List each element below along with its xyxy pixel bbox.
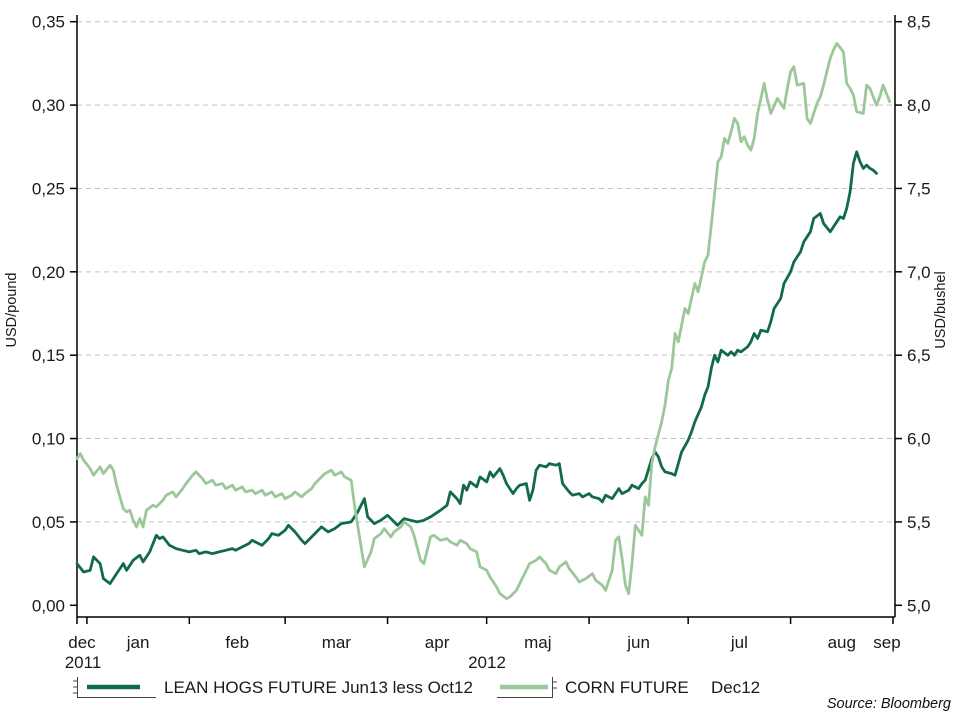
source-attribution: Source: Bloomberg	[827, 696, 951, 712]
axes-layer	[70, 15, 902, 624]
y-left-tick-label: 0,30	[32, 96, 65, 115]
y-left-tick-label: 0,25	[32, 179, 65, 198]
y-right-tick-label: 8,0	[907, 96, 931, 115]
x-month-label: maj	[524, 633, 551, 652]
x-month-label: mar	[322, 633, 352, 652]
y-right-tick-label: 6,5	[907, 346, 931, 365]
legend-item2-frame-ticks	[552, 681, 557, 689]
y-right-tick-label: 7,0	[907, 263, 931, 282]
legend: LEAN HOGS FUTURE Jun13 less Oct12 CORN F…	[73, 677, 760, 698]
gridlines-layer	[77, 21, 895, 523]
y-right-axis-title: USD/bushel	[933, 271, 949, 348]
legend-item2-frame	[497, 677, 553, 698]
x-month-label: aug	[828, 633, 856, 652]
x-month-label: apr	[425, 633, 450, 652]
series-line-lean-hogs	[75, 150, 878, 585]
legend-label-lean-hogs: LEAN HOGS FUTURE Jun13 less Oct12	[164, 678, 473, 697]
y-left-tick-label: 0,20	[32, 263, 65, 282]
y-left-tick-label: 0,15	[32, 346, 65, 365]
x-month-label: jan	[126, 633, 150, 652]
legend-label-corn-contract: Dec12	[711, 678, 760, 697]
legend-item1-frame	[77, 677, 156, 698]
legend-item1-frame-ticks	[73, 680, 78, 694]
tick-labels-layer: 0,00 0,05 0,10 0,15 0,20 0,25 0,30 0,35 5,0 5,5 6,…	[32, 13, 931, 652]
y-left-tick-label: 0,35	[32, 13, 65, 32]
x-month-label: jul	[730, 633, 748, 652]
x-month-label: sep	[873, 633, 900, 652]
series-layer	[75, 42, 892, 600]
y-left-tick-label: 0,00	[32, 596, 65, 615]
y-left-axis-title: USD/pound	[4, 273, 20, 348]
legend-label-corn: CORN FUTURE	[565, 678, 689, 697]
y-right-tick-label: 7,5	[907, 179, 931, 198]
y-left-tick-label: 0,10	[32, 430, 65, 449]
x-axis-year-2011: 2011	[65, 653, 102, 672]
series-line-corn	[75, 42, 892, 600]
y-left-tick-label: 0,05	[32, 513, 65, 532]
x-month-label: dec	[68, 633, 96, 652]
y-right-tick-label: 6,0	[907, 430, 931, 449]
y-right-tick-label: 5,0	[907, 596, 931, 615]
x-month-label: jun	[626, 633, 650, 652]
y-right-tick-label: 8,5	[907, 13, 931, 32]
y-right-tick-label: 5,5	[907, 513, 931, 532]
x-axis-year-2012: 2012	[468, 653, 506, 672]
x-month-label: feb	[225, 633, 249, 652]
